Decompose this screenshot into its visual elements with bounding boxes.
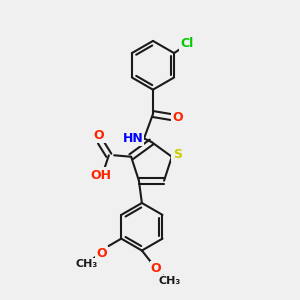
Text: O: O: [151, 262, 161, 275]
Text: O: O: [96, 247, 107, 260]
Text: O: O: [172, 110, 183, 124]
Text: CH₃: CH₃: [159, 276, 181, 286]
Text: Cl: Cl: [180, 37, 193, 50]
Text: CH₃: CH₃: [76, 259, 98, 269]
Text: HN: HN: [122, 132, 143, 145]
Text: O: O: [94, 129, 104, 142]
Text: OH: OH: [90, 169, 111, 182]
Text: S: S: [173, 148, 182, 161]
